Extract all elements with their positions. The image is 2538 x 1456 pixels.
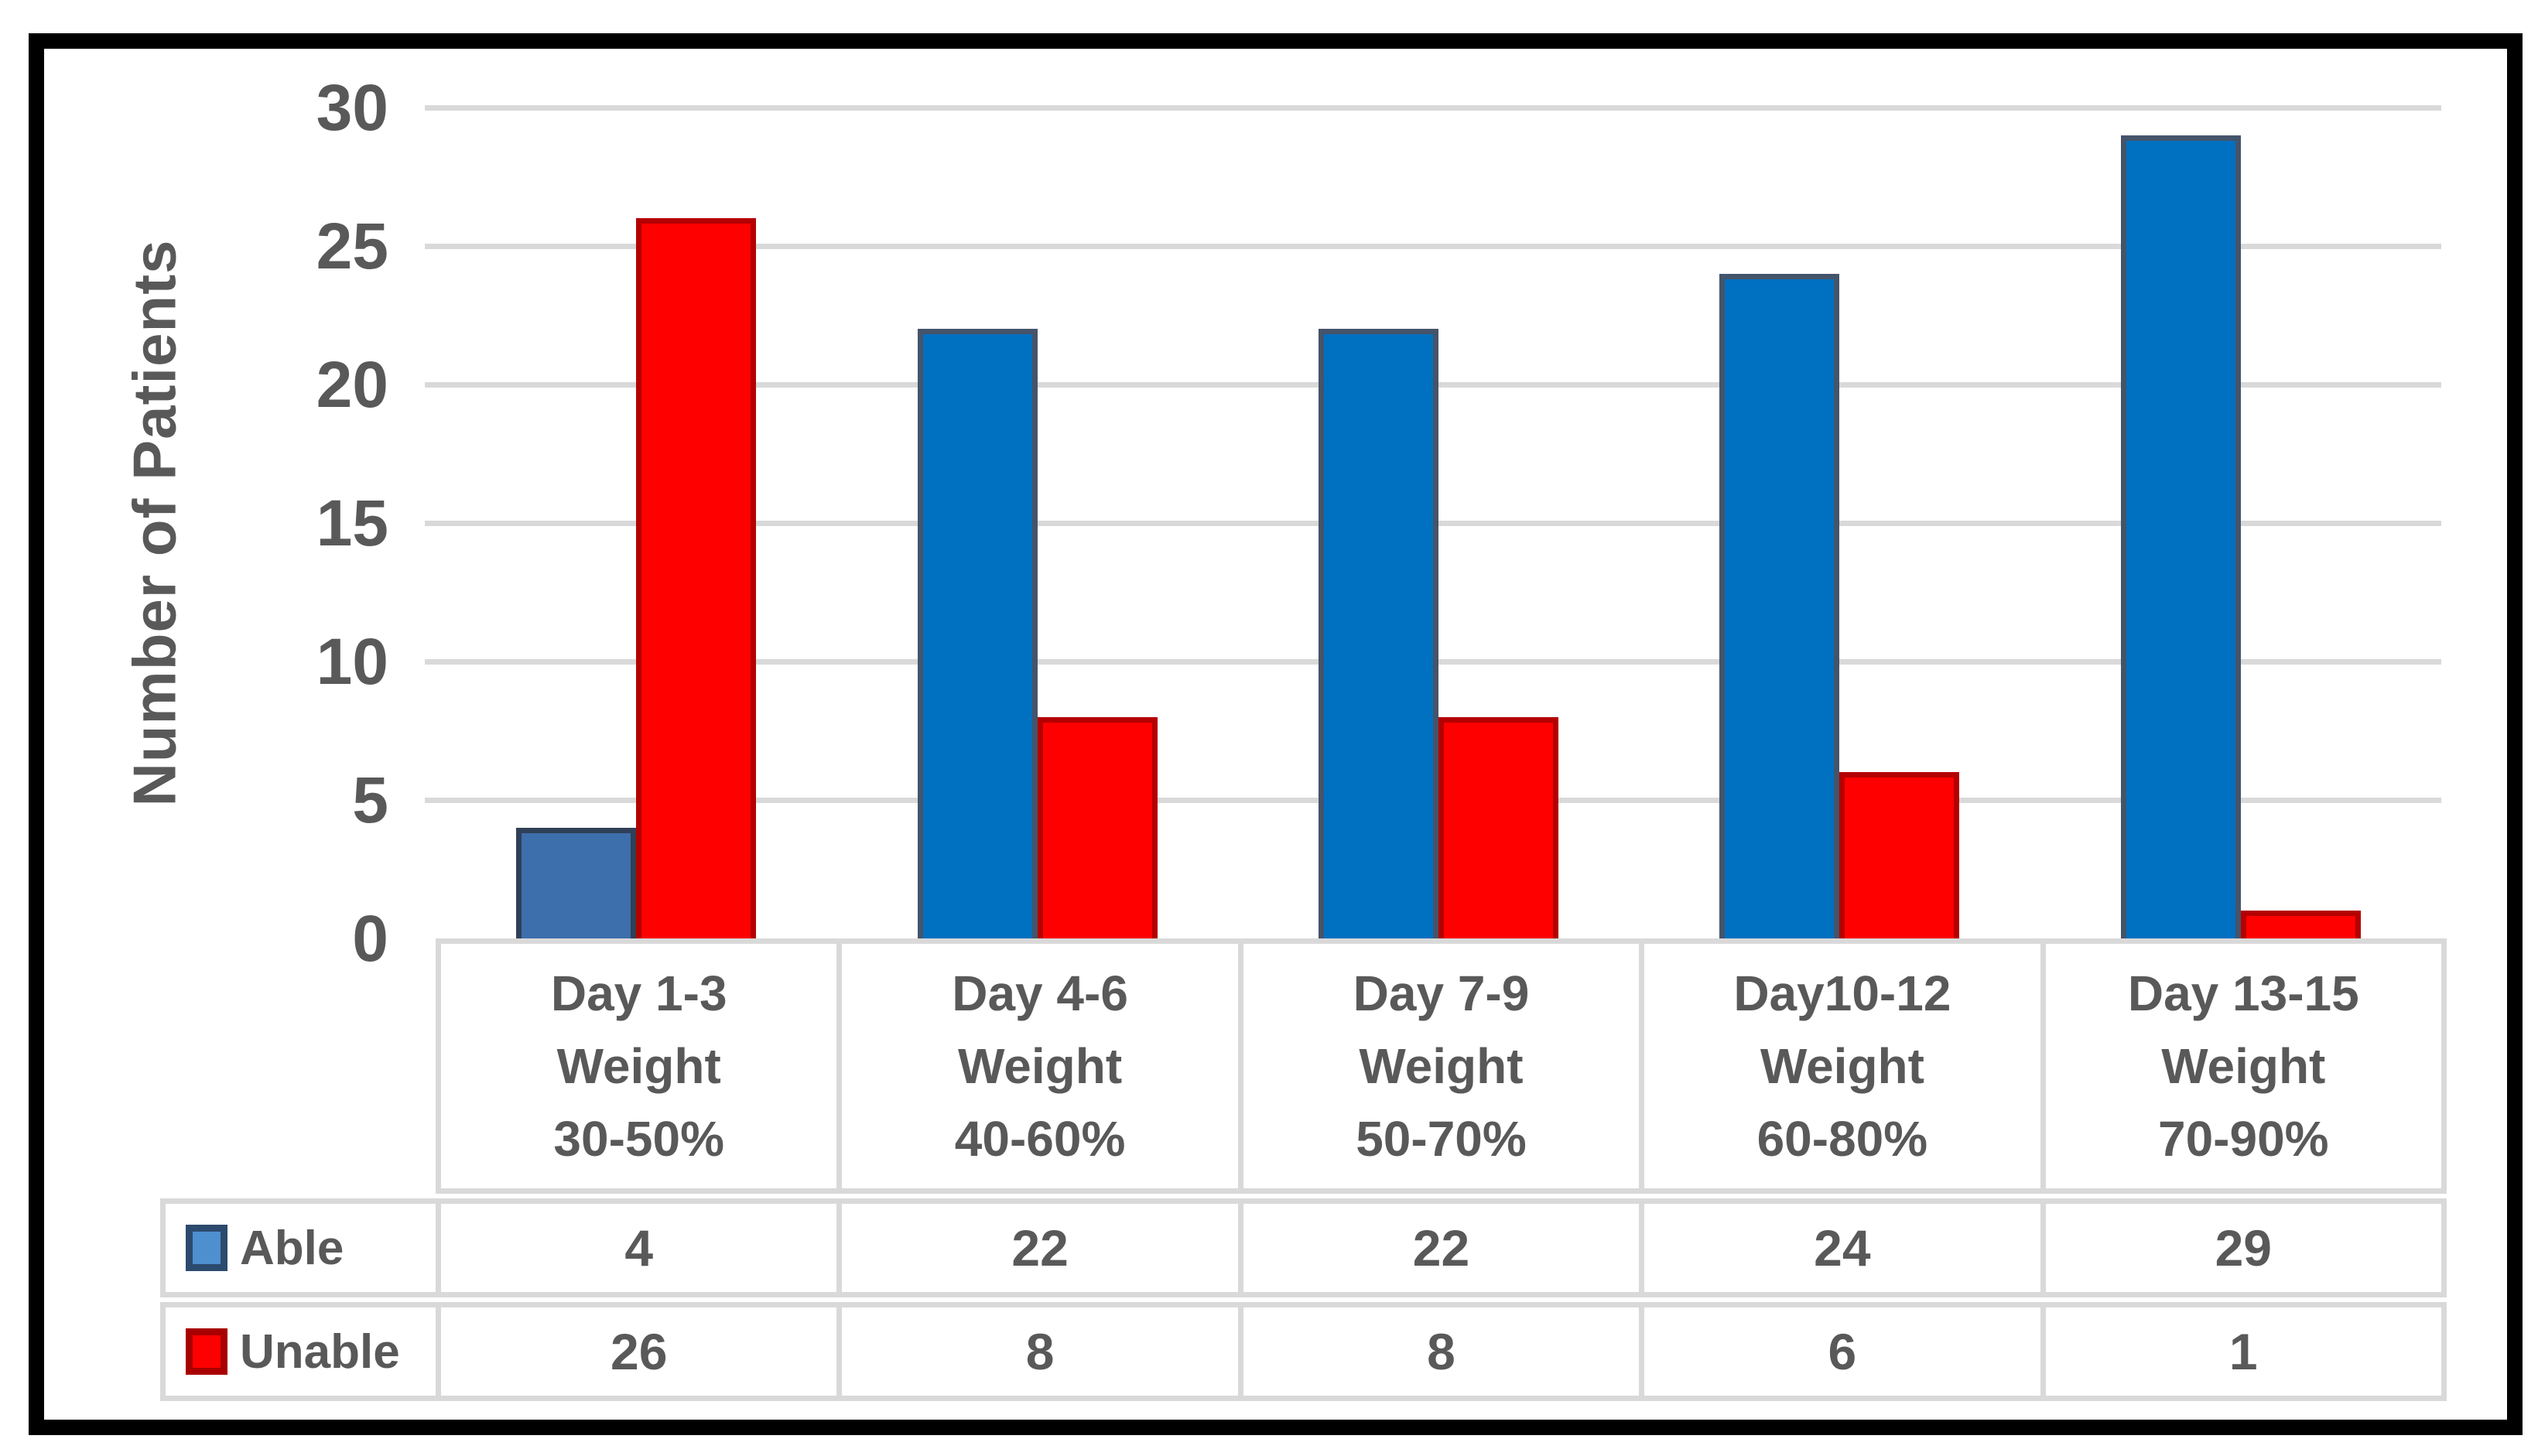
category-line-3: 60-80% xyxy=(1756,1111,1928,1167)
category-line-1: Day 4-6 xyxy=(952,966,1128,1021)
bar-unable-2 xyxy=(1037,716,1158,938)
bar-unable-1 xyxy=(636,218,757,938)
category-header-cell: Day 7-9 Weight 50-70% xyxy=(1237,938,1640,1194)
category-line-2: Weight xyxy=(2161,1038,2326,1094)
legend-label-able: Able xyxy=(240,1221,344,1275)
y-tick-label-0: 0 xyxy=(352,902,388,975)
category-line-1: Day 1-3 xyxy=(550,966,727,1021)
bar-unable-3 xyxy=(1438,716,1558,938)
category-line-2: Weight xyxy=(958,1038,1123,1094)
gridline-25 xyxy=(425,244,2441,249)
bar-able-5 xyxy=(2120,135,2241,938)
value-cell-unable-3: 8 xyxy=(1237,1302,1640,1401)
y-tick-label-15: 15 xyxy=(316,487,388,559)
category-line-2: Weight xyxy=(1359,1038,1524,1094)
y-axis-title: Number of Patients xyxy=(120,239,189,807)
value-cell-able-5: 29 xyxy=(2040,1198,2447,1297)
category-line-1: Day 7-9 xyxy=(1353,966,1530,1021)
category-line-2: Weight xyxy=(1760,1038,1924,1094)
bar-able-2 xyxy=(917,329,1038,938)
y-tick-label-25: 25 xyxy=(316,210,388,282)
y-tick-label-5: 5 xyxy=(352,764,388,836)
category-line-3: 30-50% xyxy=(553,1111,724,1167)
category-header-cell: Day10-12 Weight 60-80% xyxy=(1639,938,2040,1194)
legend-swatch-able xyxy=(186,1225,227,1271)
legend-cell-able: Able xyxy=(160,1198,436,1297)
bar-able-1 xyxy=(516,827,637,938)
legend-swatch-unable xyxy=(186,1328,227,1375)
bar-able-3 xyxy=(1319,329,1438,938)
category-line-2: Weight xyxy=(556,1038,721,1094)
chart-border-frame xyxy=(29,33,2523,1435)
value-cell-able-3: 22 xyxy=(1237,1198,1640,1297)
legend-cell-unable: Unable xyxy=(160,1302,436,1401)
value-cell-unable-4: 6 xyxy=(1639,1302,2040,1401)
value-cell-unable-5: 1 xyxy=(2040,1302,2447,1401)
value-cell-unable-2: 8 xyxy=(836,1302,1238,1401)
y-tick-label-20: 20 xyxy=(316,348,388,421)
category-header-cell: Day 13-15 Weight 70-90% xyxy=(2040,938,2447,1194)
category-header-cell: Day 1-3 Weight 30-50% xyxy=(436,938,837,1194)
gridline-30 xyxy=(425,105,2441,111)
bar-able-4 xyxy=(1719,273,1840,938)
bar-unable-5 xyxy=(2240,911,2361,938)
legend-label-unable: Unable xyxy=(240,1324,400,1379)
category-line-3: 40-60% xyxy=(954,1111,1126,1167)
category-line-3: 50-70% xyxy=(1356,1111,1527,1167)
category-line-1: Day10-12 xyxy=(1733,966,1951,1021)
category-line-3: 70-90% xyxy=(2157,1111,2329,1167)
value-cell-able-4: 24 xyxy=(1639,1198,2040,1297)
value-cell-unable-1: 26 xyxy=(436,1302,837,1401)
category-line-1: Day 13-15 xyxy=(2127,966,2359,1021)
value-cell-able-2: 22 xyxy=(836,1198,1238,1297)
category-header-cell: Day 4-6 Weight 40-60% xyxy=(836,938,1238,1194)
y-tick-label-30: 30 xyxy=(316,71,388,144)
bar-unable-4 xyxy=(1839,772,1960,938)
y-tick-label-10: 10 xyxy=(316,625,388,698)
value-cell-able-1: 4 xyxy=(436,1198,837,1297)
